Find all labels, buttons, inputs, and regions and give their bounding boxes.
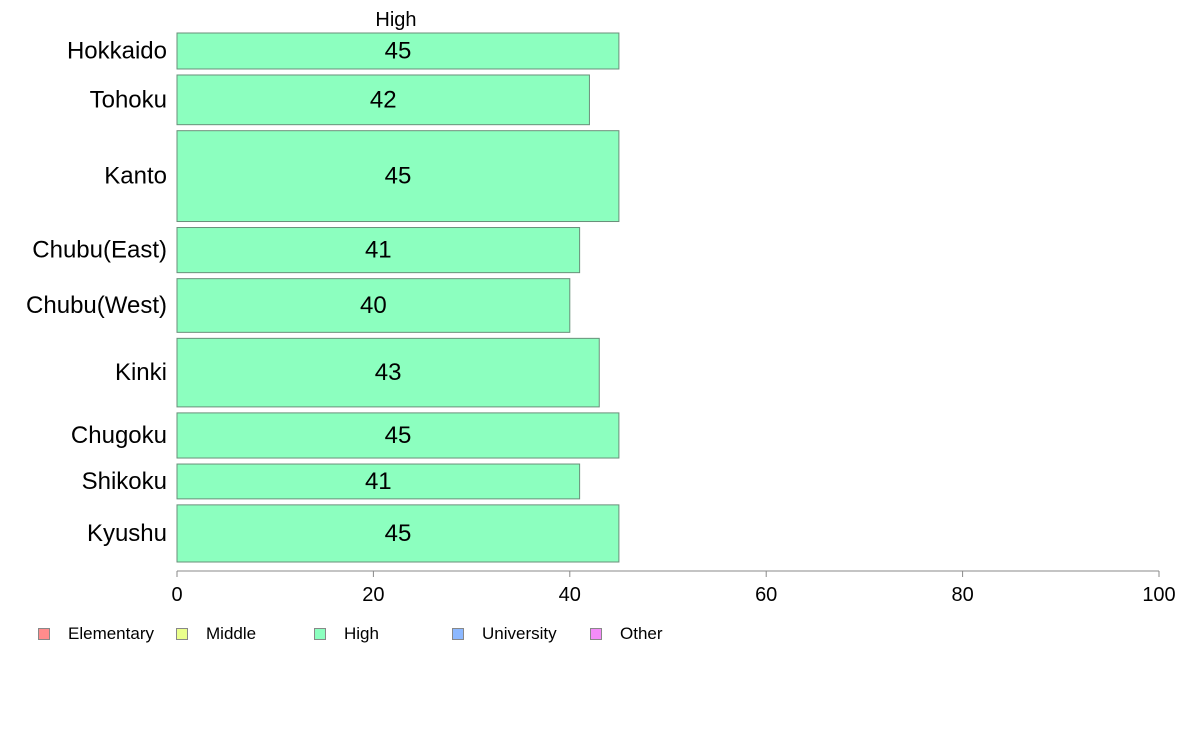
region-label-chubu-west: Chubu(West) bbox=[26, 292, 167, 319]
region-label-kyushu: Kyushu bbox=[87, 520, 167, 547]
region-label-kanto: Kanto bbox=[104, 163, 167, 190]
value-label-hokkaido: 45 bbox=[385, 37, 412, 64]
legend-label-other: Other bbox=[620, 624, 663, 643]
bar-tohoku bbox=[176, 74, 590, 126]
legend-swatch-high bbox=[314, 628, 326, 640]
legend-item-elementary: Elementary bbox=[38, 624, 176, 644]
legend-item-middle: Middle bbox=[176, 624, 314, 644]
bars-group: Hokkaido 45 Tohoku 42 Kanto 45 Chubu(East) 41 Ch… bbox=[26, 32, 620, 563]
region-label-chubu-east: Chubu(East) bbox=[32, 237, 167, 264]
region-label-kinki: Kinki bbox=[115, 359, 167, 386]
value-label-kyushu: 45 bbox=[385, 520, 412, 547]
value-label-chubu-east: 41 bbox=[365, 237, 392, 264]
x-tick-label-100: 100 bbox=[1142, 584, 1175, 606]
value-label-kanto: 45 bbox=[385, 163, 412, 190]
value-label-chugoku: 45 bbox=[385, 422, 412, 449]
x-tick-label-80: 80 bbox=[951, 584, 973, 606]
legend-swatch-other bbox=[590, 628, 602, 640]
legend-swatch-university bbox=[452, 628, 464, 640]
legend-label-high: High bbox=[344, 624, 379, 643]
value-label-tohoku: 42 bbox=[370, 86, 397, 113]
bar-shikoku bbox=[176, 463, 581, 500]
region-label-tohoku: Tohoku bbox=[90, 86, 167, 113]
region-label-chugoku: Chugoku bbox=[71, 422, 167, 449]
legend: Elementary Middle High University Other bbox=[38, 623, 710, 645]
region-label-shikoku: Shikoku bbox=[82, 468, 167, 495]
legend-swatch-elementary bbox=[38, 628, 50, 640]
x-tick-label-20: 20 bbox=[362, 584, 384, 606]
value-label-kinki: 43 bbox=[375, 359, 402, 386]
bar-kyushu bbox=[176, 504, 620, 563]
x-tick-label-40: 40 bbox=[559, 584, 581, 606]
bar-chubu-west bbox=[176, 278, 571, 333]
series-header: High bbox=[375, 9, 416, 31]
bar-chubu-east bbox=[176, 227, 581, 274]
bar-kinki bbox=[176, 337, 600, 408]
x-tick-label-0: 0 bbox=[171, 584, 182, 606]
legend-item-other: Other bbox=[590, 624, 710, 644]
x-axis: 0 20 40 60 80 100 bbox=[171, 570, 1176, 606]
legend-swatch-middle bbox=[176, 628, 188, 640]
region-label-hokkaido: Hokkaido bbox=[67, 37, 167, 64]
legend-label-university: University bbox=[482, 624, 557, 643]
value-label-shikoku: 41 bbox=[365, 468, 392, 495]
legend-label-elementary: Elementary bbox=[68, 624, 154, 643]
value-label-chubu-west: 40 bbox=[360, 292, 387, 319]
legend-item-university: University bbox=[452, 624, 590, 644]
legend-label-middle: Middle bbox=[206, 624, 257, 643]
bar-hokkaido bbox=[176, 32, 620, 70]
legend-item-high: High bbox=[314, 624, 452, 644]
x-tick-label-60: 60 bbox=[755, 584, 777, 606]
bar-chugoku bbox=[176, 412, 620, 459]
bar-kanto bbox=[176, 130, 620, 223]
